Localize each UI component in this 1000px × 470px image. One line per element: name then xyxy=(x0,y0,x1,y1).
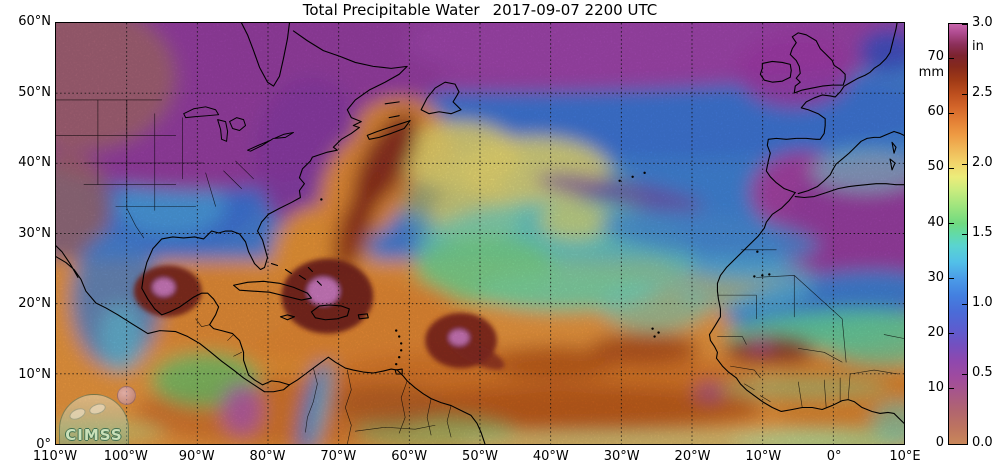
colorbar-mm-label: 40 xyxy=(927,214,944,230)
coast-africa xyxy=(708,192,904,424)
us-state-borders xyxy=(56,99,254,239)
lon-tick-label: 90°W xyxy=(178,449,215,464)
cimss-logo-moon-icon xyxy=(117,386,136,405)
coastline-layer xyxy=(56,23,904,444)
colorbar-in-label: 3.0 xyxy=(972,15,993,30)
colorbar-mm-tick xyxy=(949,333,954,335)
colorbar-mm-label: 30 xyxy=(927,269,944,285)
central-america-borders xyxy=(195,318,242,357)
colorbar-in-label: 0.0 xyxy=(972,435,993,450)
map-title-timestamp: 2017-09-07 2200 UTC xyxy=(492,1,658,19)
colorbar-mm-label: 70 xyxy=(927,49,944,65)
coast-south-america xyxy=(288,356,486,444)
map-title-main: Total Precipitable Water xyxy=(302,1,480,19)
map-canvas: CIMSS xyxy=(55,22,905,445)
lon-tick-label: 10°W xyxy=(745,449,782,464)
coast-uk-ireland xyxy=(759,32,846,94)
lon-tick-label: 40°W xyxy=(532,449,569,464)
lon-tick-label: 110°W xyxy=(32,449,78,464)
colorbar-mm-label: 60 xyxy=(927,104,944,120)
colorbar-in-tick xyxy=(962,443,967,445)
colorbar-mm-tick xyxy=(949,223,954,225)
colorbar-in-tick xyxy=(962,303,967,305)
lat-tick-label: 30°N xyxy=(18,225,51,241)
lon-tick-label: 20°W xyxy=(674,449,711,464)
lon-tick-label: 30°W xyxy=(603,449,640,464)
lon-tick-label: 80°W xyxy=(249,449,286,464)
colorbar-in-tick xyxy=(962,23,967,25)
colorbar-in-label: 1.0 xyxy=(972,295,993,310)
colorbar xyxy=(948,23,968,445)
great-lakes xyxy=(183,106,294,152)
colorbar-unit-mm: mm xyxy=(918,65,944,81)
colorbar-mm-tick xyxy=(949,167,954,169)
colorbar-mm-label: 50 xyxy=(927,159,944,175)
lat-tick-label: 60°N xyxy=(18,14,51,29)
island-dots xyxy=(320,171,771,366)
lon-tick-label: 10°E xyxy=(889,449,921,464)
south-america-borders xyxy=(305,367,452,444)
cimss-logo: CIMSS xyxy=(59,386,136,444)
colorbar-mm-label: 10 xyxy=(927,379,944,395)
coast-mediterranean xyxy=(794,130,904,199)
political-borders xyxy=(56,99,904,444)
cimss-logo-arch xyxy=(59,394,129,444)
coast-caribbean-islands xyxy=(233,263,403,375)
colorbar-mm-tick xyxy=(949,388,954,390)
coast-us-gulf xyxy=(141,126,360,386)
colorbar-unit-in: in xyxy=(972,39,984,54)
colorbar-in-label: 1.5 xyxy=(972,225,993,240)
colorbar-mm-label: 0 xyxy=(935,435,944,450)
colorbar-in-label: 2.0 xyxy=(972,155,993,170)
africa-borders xyxy=(717,249,904,408)
colorbar-mm-tick xyxy=(949,443,954,445)
colorbar-in-tick xyxy=(962,373,967,375)
lat-tick-label: 50°N xyxy=(18,84,51,100)
lon-tick-label: 60°W xyxy=(391,449,428,464)
colorbar-in-tick xyxy=(962,93,967,95)
lon-tick-label: 0° xyxy=(826,449,842,464)
lon-tick-label: 50°W xyxy=(462,449,498,464)
lon-tick-label: 100°W xyxy=(103,449,148,464)
colorbar-mm-tick xyxy=(949,57,954,59)
lat-tick-label: 20°N xyxy=(18,296,51,311)
colorbar-mm-tick xyxy=(949,112,954,114)
lat-tick-label: 10°N xyxy=(18,366,51,382)
cimss-logo-text: CIMSS xyxy=(65,426,123,444)
colorbar-in-tick xyxy=(962,233,967,235)
tpw-field-svg xyxy=(56,23,904,444)
colorbar-mm-tick xyxy=(949,278,954,280)
coast-pacific-mexico xyxy=(56,245,290,393)
graticule-layer xyxy=(56,23,904,444)
map-title: Total Precipitable Water 2017-09-07 2200 … xyxy=(55,1,905,19)
lat-tick-label: 40°N xyxy=(18,155,51,170)
colorbar-mm-label: 20 xyxy=(927,324,944,340)
coast-iberia-france xyxy=(765,23,898,194)
lon-tick-label: 70°W xyxy=(320,449,357,464)
colorbar-in-tick xyxy=(962,163,967,165)
colorbar-in-label: 0.5 xyxy=(972,365,993,380)
lat-tick-label: 0° xyxy=(36,437,51,452)
coast-canada xyxy=(241,23,462,140)
colorbar-in-label: 2.5 xyxy=(972,85,993,100)
